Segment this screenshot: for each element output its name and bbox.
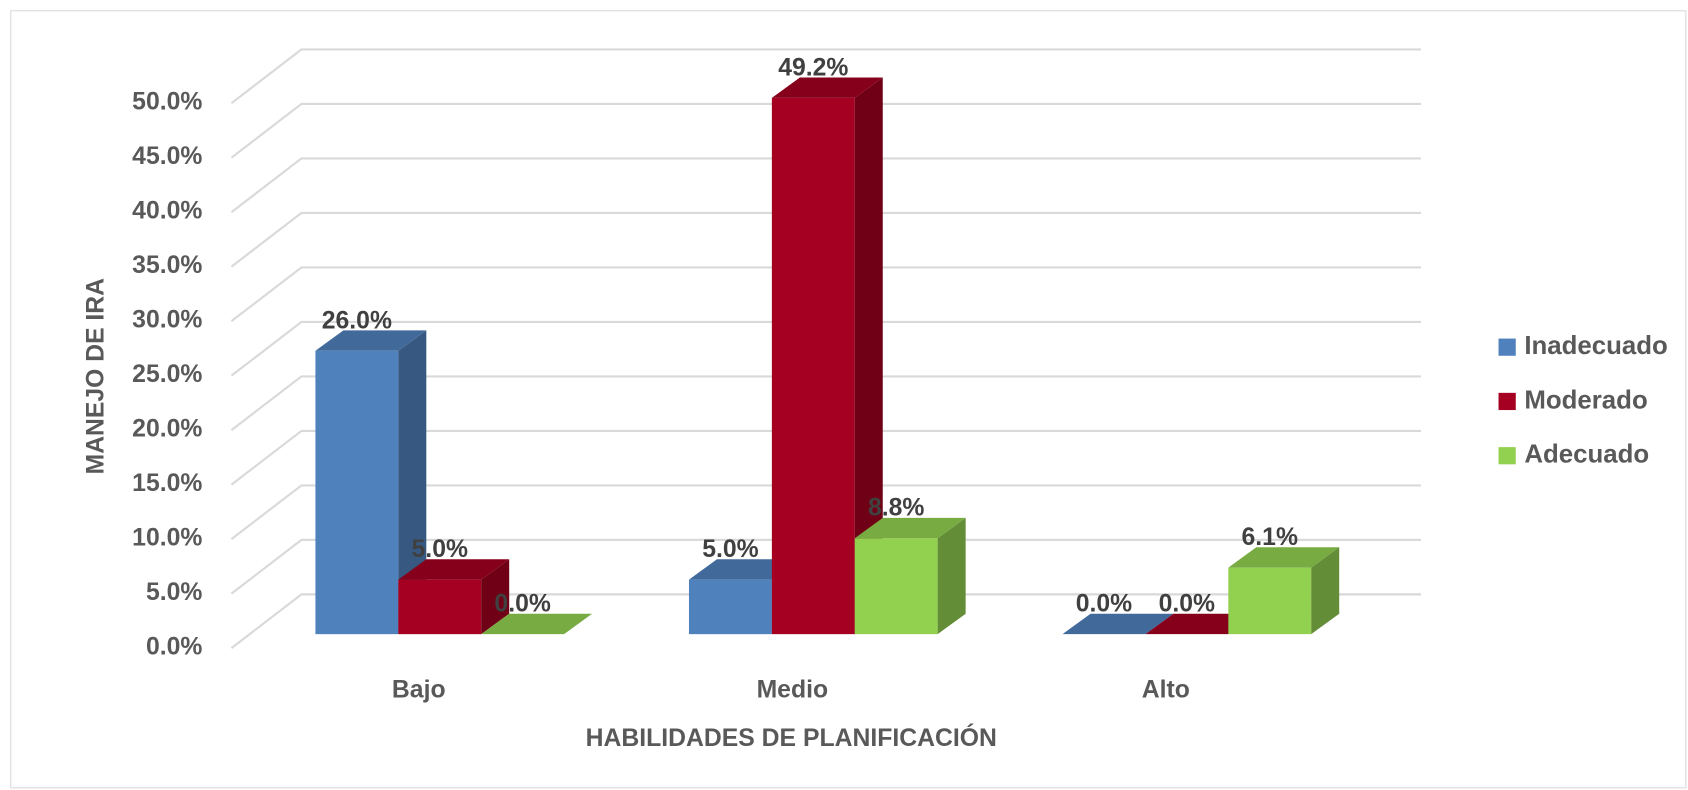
grid-line [230,593,1422,649]
grid-line [230,484,1422,540]
data-label: 8.8% [868,495,924,522]
grid-line [230,211,1422,268]
grid-line [230,266,1422,323]
y-tick-label: 35.0% [132,252,202,279]
bar-side [854,77,883,635]
bar-top [315,330,427,351]
legend-swatch [1498,447,1516,465]
bar-front [771,97,855,635]
y-tick-label: 5.0% [146,579,202,606]
data-label: 0.0% [1159,591,1215,618]
legend-swatch [1498,338,1516,356]
bar-top [854,517,966,539]
bar-top [1228,547,1340,568]
x-tick-label: Alto [1142,677,1190,704]
bar-side [937,517,966,635]
data-label: 49.2% [778,54,848,81]
grid-line [230,102,1422,159]
y-tick-label: 50.0% [132,89,202,116]
grid-line [230,375,1422,431]
bar-front [315,350,399,635]
bar-top [481,613,593,635]
y-tick-label: 40.0% [132,198,202,225]
bar-top [398,559,510,580]
y-tick-label: 20.0% [132,416,202,443]
grid-line [230,538,1422,595]
data-label: 0.0% [1076,591,1132,618]
grid-line [230,157,1422,214]
grid-line [230,320,1422,377]
data-label: 26.0% [322,307,392,334]
x-tick-label: Bajo [392,677,446,704]
y-tick-label: 0.0% [146,634,202,661]
bar-side [1311,547,1340,635]
bar-top [771,77,883,98]
data-label: 5.0% [702,536,758,563]
bar-side [398,330,427,635]
y-tick-label: 45.0% [132,143,202,170]
y-axis-title: MANEJO DE IRA [82,278,109,475]
grid-line [230,48,1422,105]
x-axis-title: HABILIDADES DE PLANIFICACIÓN [586,724,997,752]
y-tick-label: 15.0% [132,470,202,497]
data-label: 5.0% [412,536,468,563]
grid-line [230,429,1422,486]
legend-label: Inadecuado [1524,332,1667,360]
legend-swatch [1498,392,1516,411]
y-tick-label: 25.0% [132,361,202,388]
y-tick-label: 30.0% [132,307,202,334]
bar-front [398,579,482,635]
bar-front [854,538,938,635]
bar-front [1228,567,1312,635]
y-tick-label: 10.0% [132,525,202,552]
bar-front [688,579,772,635]
data-label: 6.1% [1242,524,1298,551]
data-label: 0.0% [494,591,550,618]
bar-top [1062,613,1174,635]
legend-label: Adecuado [1524,441,1649,469]
x-tick-label: Medio [757,677,829,704]
legend-label: Moderado [1524,386,1647,414]
bar-side [481,559,510,635]
